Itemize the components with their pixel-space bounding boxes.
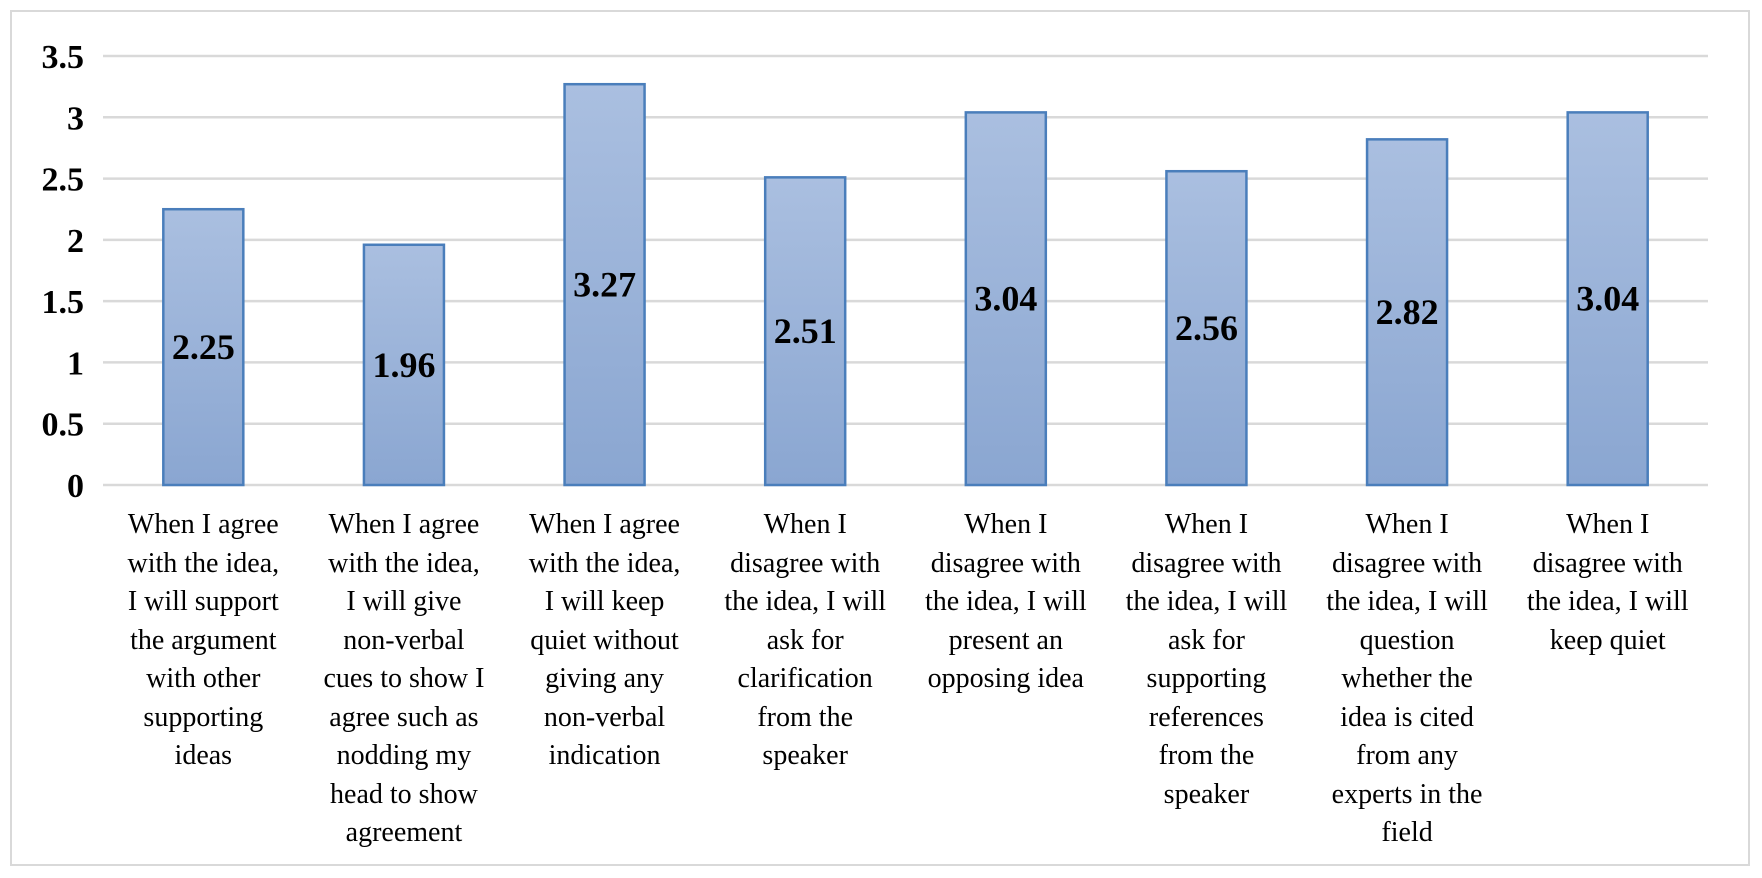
bars bbox=[162, 82, 1649, 487]
y-tick-label: 3.5 bbox=[42, 39, 85, 76]
bar bbox=[1165, 169, 1248, 487]
bar bbox=[563, 82, 646, 487]
bar bbox=[1566, 111, 1649, 487]
x-tick-label: When I agree with the idea, I will support… bbox=[127, 509, 280, 771]
data-label: 2.56 bbox=[1175, 308, 1238, 348]
gridlines bbox=[103, 54, 1708, 487]
bar bbox=[162, 207, 245, 487]
bar bbox=[964, 111, 1048, 487]
y-tick-label: 1 bbox=[67, 345, 84, 382]
y-tick-label: 0.5 bbox=[42, 407, 85, 444]
data-label: 3.04 bbox=[1576, 279, 1639, 319]
data-label: 2.25 bbox=[172, 327, 235, 367]
y-tick-label: 0 bbox=[67, 468, 84, 505]
bar bbox=[763, 176, 847, 487]
bar bbox=[1365, 138, 1449, 487]
y-tick-label: 1.5 bbox=[42, 284, 85, 321]
data-label: 2.82 bbox=[1376, 292, 1439, 332]
y-axis: 0 0.5 1 1.5 2 2.5 3 3.5 bbox=[42, 39, 85, 505]
data-label: 3.27 bbox=[573, 265, 636, 305]
x-tick-label: When I agree with the idea, I will keep qui… bbox=[528, 509, 681, 771]
data-labels: 2.25 1.96 3.27 2.51 3.04 2.56 2.82 3.04 bbox=[172, 265, 1639, 385]
data-label: 2.51 bbox=[774, 311, 837, 351]
data-label: 3.04 bbox=[974, 279, 1037, 319]
x-tick-label: When I agree with the idea, I will give non… bbox=[323, 509, 485, 848]
y-tick-label: 2 bbox=[67, 223, 84, 260]
chart-frame bbox=[10, 10, 1750, 866]
bar bbox=[362, 243, 446, 487]
y-tick-label: 3 bbox=[67, 100, 84, 137]
y-tick-label: 2.5 bbox=[42, 162, 85, 199]
data-label: 1.96 bbox=[372, 345, 435, 385]
